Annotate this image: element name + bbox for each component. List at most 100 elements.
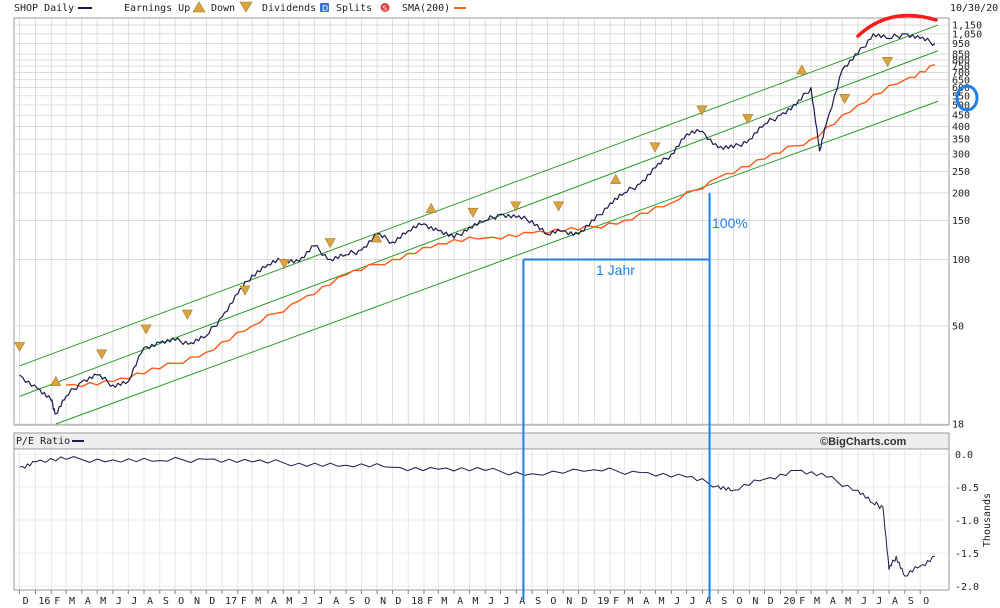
y-tick-label: 50 [952,321,964,332]
y-tick-label: 150 [952,216,970,227]
legend-dividends-label: Dividends [262,3,316,14]
pe-y-tick-label: -1.5 [955,549,979,560]
x-axis: D 16 F M A M J J A S O N D 17 F M A M J J A S O N D 18 F M A M J J A S O N D… [19,590,929,607]
channel-line-2 [55,100,939,425]
x-tick-label: O [923,596,929,607]
x-tick-label: M [69,596,75,607]
x-tick-label: 20 [783,596,795,607]
y-tick-label: 18 [952,420,964,431]
splits-icon: S [380,3,390,13]
chart-legend: SHOP Daily Earnings Up Down Dividends D … [14,1,998,14]
header-date: 10/30/20 [950,3,998,14]
hundred-percent-label: 100% [712,215,748,231]
dividends-icon: D [320,3,329,13]
x-tick-label: J [116,596,122,607]
earnings-marker [510,201,522,212]
x-tick-label: A [643,596,649,607]
pe-panel: P/E Ratio ©BigCharts.com 0.0 -0.5 -1.0 -1.5… [13,432,993,593]
earnings-marker [278,259,290,269]
earnings-marker [140,324,152,335]
x-tick-label: A [457,596,463,607]
x-tick-label: M [627,596,633,607]
x-tick-label: A [147,596,153,607]
y-tick-label: 550 [952,91,970,102]
x-tick-label: S [349,596,355,607]
x-tick-label: S [908,596,914,607]
y-tick-label: 250 [952,167,970,178]
x-tick-label: O [737,596,743,607]
x-tick-label: N [752,596,758,607]
pe-y-tick-label: -0.5 [955,483,979,494]
x-tick-label: F [799,596,805,607]
y-tick-label: 850 [952,50,970,61]
channel-line-1 [19,24,939,367]
earnings-marker [796,64,808,75]
x-tick-label: F [613,596,619,607]
x-tick-label: M [286,596,292,607]
x-tick-label: F [241,596,247,607]
earnings-marker [14,342,26,352]
y-tick-label: 1,050 [952,29,982,40]
x-tick-label: A [830,596,836,607]
x-tick-label: N [566,596,572,607]
x-tick-label: A [271,596,277,607]
y-tick-label: 300 [952,150,970,161]
x-tick-label: S [163,596,169,607]
earnings-marker [610,173,622,184]
earnings-marker [467,207,479,218]
x-tick-label: J [690,596,696,607]
one-year-label: 1 Jahr [596,262,635,278]
pe-grid [14,449,949,590]
svg-text:S: S [383,5,388,13]
legend-sma-label: SMA(200) [402,3,450,14]
legend-down-label: Down [211,3,235,14]
x-tick-label: D [768,596,774,607]
x-tick-label: N [194,596,200,607]
y-tick-label: 700 [952,68,970,79]
x-tick-label: J [302,596,308,607]
sma-200-line [65,64,936,388]
pe-header-bar [13,432,950,450]
x-tick-label: M [255,596,261,607]
top-highlight-arc [856,13,938,38]
price-series [19,33,936,415]
earnings-marker [696,105,708,116]
x-tick-label: A [705,596,711,607]
earnings-marker [50,375,62,386]
y-tick-label: 450 [952,111,970,122]
credit-text: ©BigCharts.com [820,436,907,448]
earnings-marker [742,114,754,125]
earnings-marker [239,285,251,296]
x-tick-label: J [503,596,509,607]
earnings-marker [839,94,851,105]
y-tick-label: 650 [952,75,970,86]
y-tick-label: 200 [952,188,970,199]
x-tick-label: D [395,596,401,607]
x-tick-label: S [535,596,541,607]
earnings-marker [553,201,565,212]
pe-series [19,456,935,577]
x-tick-label: 16 [38,596,50,607]
x-tick-label: M [814,596,820,607]
y-tick-label: 100 [952,255,970,266]
earnings-down-icon [239,1,253,13]
x-tick-label: O [364,596,370,607]
y-tick-label: 400 [952,122,970,133]
y-tick-label: 800 [952,55,970,66]
x-tick-label: F [427,596,433,607]
x-tick-label: J [674,596,680,607]
x-tick-label: A [85,596,91,607]
x-tick-label: J [876,596,882,607]
pe-panel-frame [13,448,950,591]
y-tick-label: 950 [952,39,970,50]
earnings-marker [425,202,437,213]
x-tick-label: M [472,596,478,607]
y-tick-label: 350 [952,135,970,146]
x-tick-label: A [333,596,339,607]
x-tick-label: J [131,596,137,607]
pe-y-axis: 0.0 -0.5 -1.0 -1.5 -2.0 [955,450,979,593]
y-tick-label: 1,150 [952,21,982,32]
legend-symbol-label: SHOP Daily [14,3,74,14]
legend-splits-label: Splits [336,3,372,14]
